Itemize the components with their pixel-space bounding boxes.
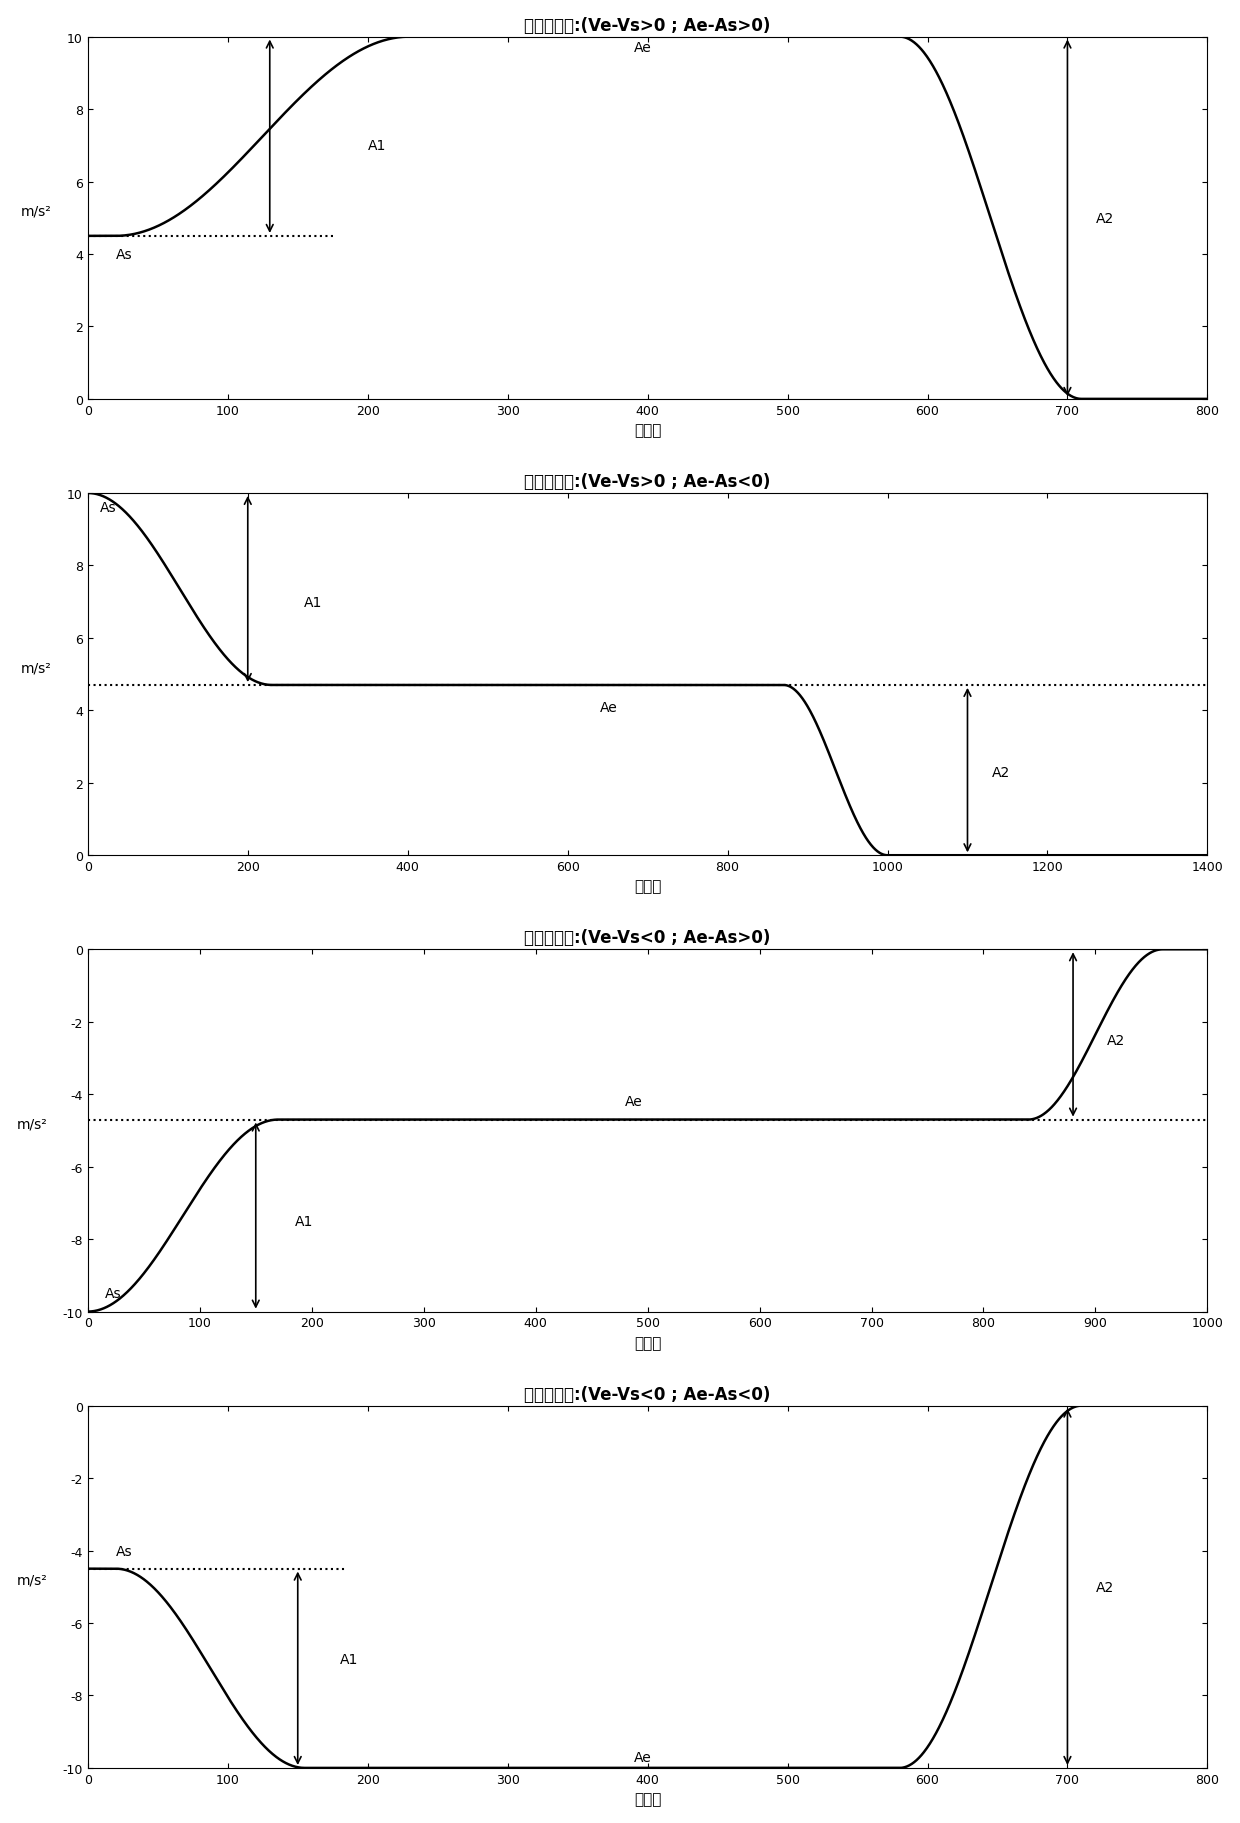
- Text: As: As: [115, 248, 133, 263]
- Title: 加速度曲线:(Ve-Vs<0 ; Ae-As<0): 加速度曲线:(Ve-Vs<0 ; Ae-As<0): [525, 1385, 771, 1404]
- Text: A2: A2: [1095, 211, 1114, 226]
- X-axis label: 采样点: 采样点: [634, 1334, 661, 1351]
- Text: Ae: Ae: [625, 1096, 644, 1108]
- Text: A1: A1: [295, 1214, 314, 1229]
- Text: A1: A1: [368, 139, 386, 153]
- Y-axis label: m/s²: m/s²: [16, 1117, 47, 1130]
- Text: Ae: Ae: [600, 700, 618, 715]
- Text: As: As: [104, 1287, 122, 1302]
- X-axis label: 采样点: 采样点: [634, 423, 661, 438]
- Text: A1: A1: [304, 596, 322, 609]
- Text: A2: A2: [1106, 1034, 1125, 1046]
- Title: 加速度曲线:(Ve-Vs<0 ; Ae-As>0): 加速度曲线:(Ve-Vs<0 ; Ae-As>0): [525, 930, 771, 946]
- Text: Ae: Ae: [634, 1750, 651, 1765]
- Text: As: As: [100, 501, 117, 516]
- Text: A1: A1: [340, 1652, 358, 1666]
- Text: A2: A2: [1095, 1581, 1114, 1593]
- Text: Ae: Ae: [634, 42, 651, 55]
- X-axis label: 采样点: 采样点: [634, 879, 661, 893]
- Text: As: As: [115, 1544, 133, 1557]
- Text: A2: A2: [992, 766, 1009, 780]
- Title: 加速度曲线:(Ve-Vs>0 ; Ae-As<0): 加速度曲线:(Ve-Vs>0 ; Ae-As<0): [525, 472, 771, 490]
- Y-axis label: m/s²: m/s²: [21, 204, 52, 219]
- X-axis label: 采样点: 采样点: [634, 1792, 661, 1807]
- Y-axis label: m/s²: m/s²: [16, 1573, 47, 1586]
- Title: 加速度曲线:(Ve-Vs>0 ; Ae-As>0): 加速度曲线:(Ve-Vs>0 ; Ae-As>0): [525, 16, 771, 35]
- Y-axis label: m/s²: m/s²: [21, 660, 52, 675]
